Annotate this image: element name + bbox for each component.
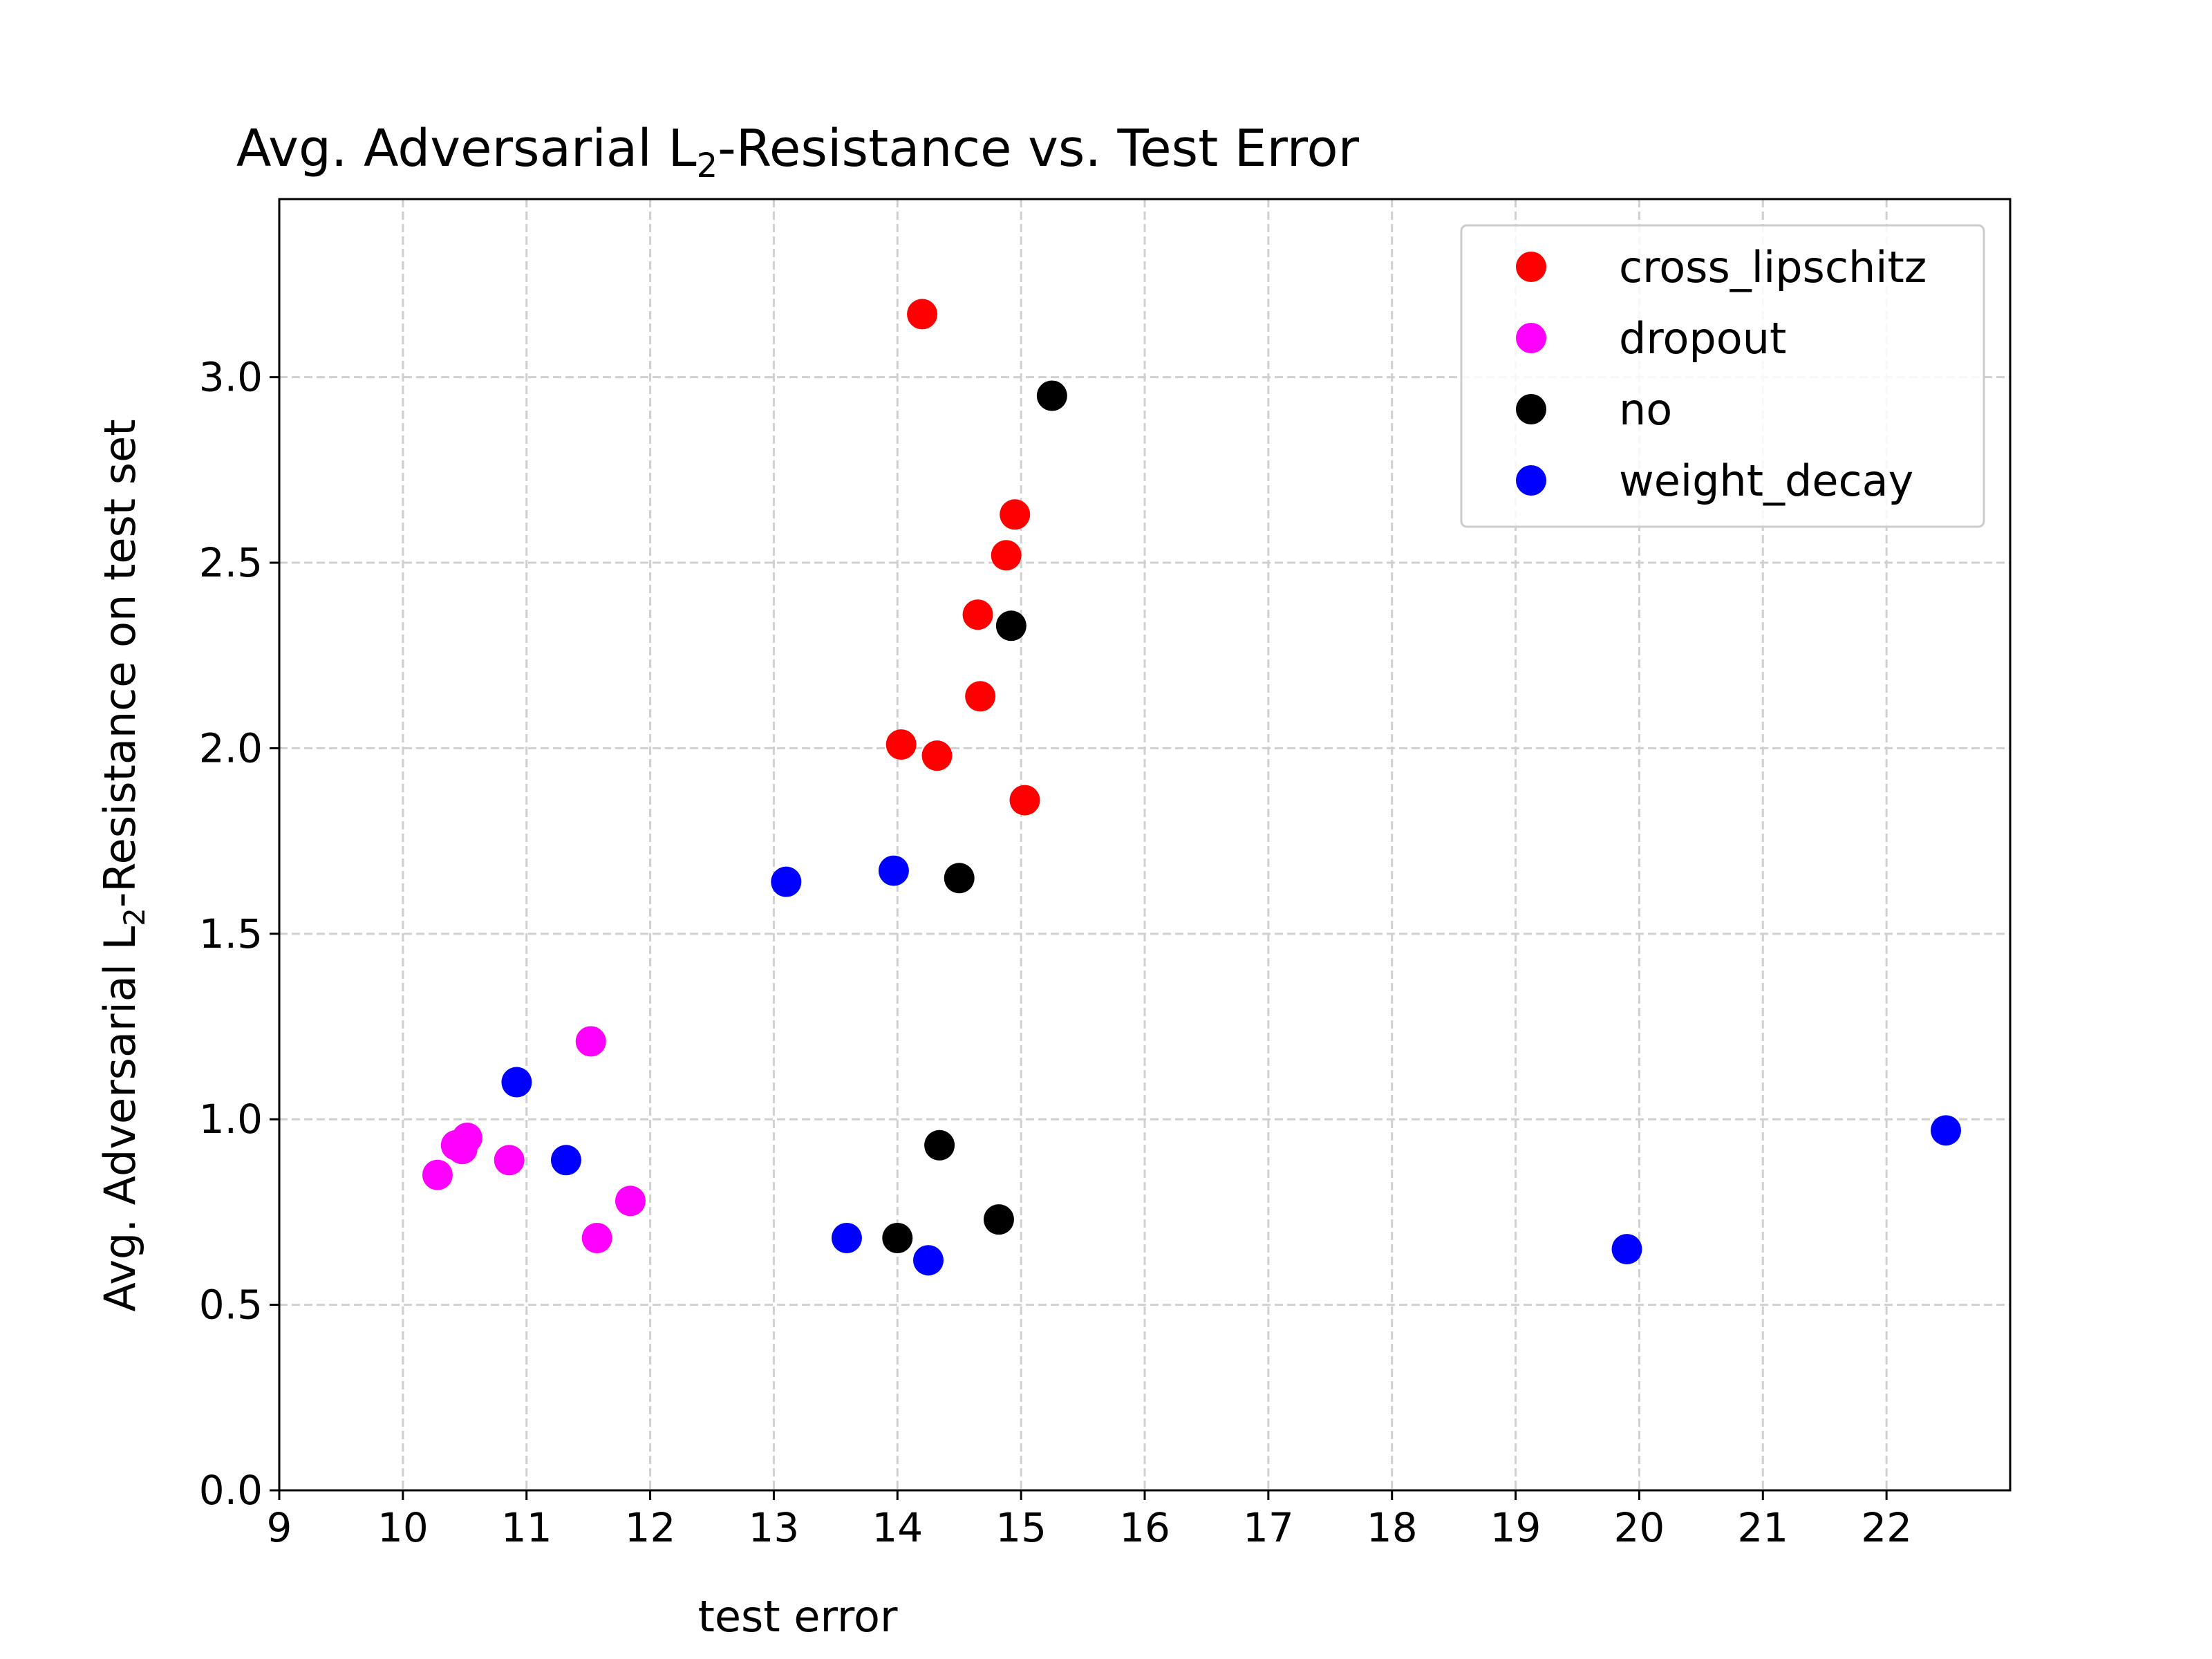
data-point bbox=[907, 299, 938, 330]
data-point bbox=[882, 1222, 913, 1253]
y-tick-label: 1.0 bbox=[199, 1096, 263, 1143]
data-point bbox=[944, 863, 975, 894]
x-tick-label: 13 bbox=[749, 1504, 800, 1551]
data-point bbox=[995, 610, 1027, 641]
data-point bbox=[913, 1245, 944, 1276]
data-point bbox=[885, 729, 917, 760]
legend-marker bbox=[1516, 323, 1546, 353]
data-point bbox=[1930, 1115, 1961, 1146]
data-point bbox=[983, 1204, 1014, 1235]
data-points bbox=[422, 299, 1961, 1276]
legend-label: weight_decay bbox=[1619, 456, 1913, 506]
data-point bbox=[550, 1145, 581, 1176]
chart-title: Avg. Adversarial L2-Resistance vs. Test … bbox=[236, 119, 1360, 185]
data-point bbox=[615, 1185, 646, 1217]
y-tick-label: 2.5 bbox=[199, 539, 263, 586]
data-point bbox=[422, 1159, 453, 1190]
series-no bbox=[882, 380, 1067, 1253]
data-point bbox=[962, 599, 993, 630]
y-tick-label: 3.0 bbox=[199, 354, 263, 401]
x-tick-label: 11 bbox=[501, 1504, 552, 1551]
legend-box bbox=[1460, 224, 1985, 528]
data-point bbox=[831, 1222, 862, 1253]
data-point bbox=[581, 1222, 612, 1253]
x-tick-label: 9 bbox=[267, 1504, 292, 1551]
x-tick-label: 19 bbox=[1490, 1504, 1541, 1551]
data-point bbox=[575, 1026, 606, 1057]
data-point bbox=[1009, 785, 1040, 816]
series-cross-lipschitz bbox=[885, 299, 1040, 816]
y-tick-label: 1.5 bbox=[199, 910, 263, 957]
data-point bbox=[447, 1134, 478, 1165]
data-point bbox=[878, 855, 909, 886]
data-point bbox=[921, 740, 953, 771]
x-tick-label: 20 bbox=[1614, 1504, 1665, 1551]
x-tick-label: 22 bbox=[1861, 1504, 1912, 1551]
data-point bbox=[1611, 1234, 1642, 1265]
legend-label: no bbox=[1619, 384, 1672, 435]
data-point bbox=[924, 1130, 955, 1161]
y-axis-label: Avg. Adversarial L2-Resistance on test s… bbox=[95, 419, 151, 1311]
x-tick-label: 18 bbox=[1367, 1504, 1418, 1551]
y-tick-label: 0.0 bbox=[199, 1467, 263, 1514]
axis-ticks: 9 10 11 12 13 14 15 16 17 18 19 20 21 22 0.0 0.5 1.0 1.5 2… bbox=[199, 354, 1912, 1551]
x-tick-label: 16 bbox=[1119, 1504, 1170, 1551]
data-point bbox=[501, 1067, 532, 1098]
legend-label: dropout bbox=[1619, 313, 1786, 364]
legend-marker bbox=[1516, 394, 1546, 424]
series-weight-decay bbox=[501, 855, 1961, 1276]
x-tick-label: 15 bbox=[995, 1504, 1047, 1551]
x-tick-label: 12 bbox=[625, 1504, 676, 1551]
legend-marker bbox=[1516, 465, 1546, 496]
data-point bbox=[965, 681, 996, 712]
x-tick-label: 17 bbox=[1243, 1504, 1294, 1551]
y-tick-label: 0.5 bbox=[199, 1282, 263, 1329]
legend-label: cross_lipschitz bbox=[1619, 242, 1927, 292]
x-axis-label: test error bbox=[698, 1591, 898, 1642]
legend-marker bbox=[1516, 252, 1546, 282]
x-tick-label: 10 bbox=[377, 1504, 429, 1551]
x-tick-label: 14 bbox=[872, 1504, 923, 1551]
data-point bbox=[1000, 499, 1031, 530]
data-point bbox=[991, 540, 1022, 571]
x-tick-label: 21 bbox=[1737, 1504, 1788, 1551]
data-point bbox=[771, 866, 802, 897]
data-point bbox=[1036, 380, 1067, 411]
series-dropout bbox=[422, 1026, 646, 1253]
data-point bbox=[494, 1145, 525, 1176]
y-tick-label: 2.0 bbox=[199, 724, 263, 771]
